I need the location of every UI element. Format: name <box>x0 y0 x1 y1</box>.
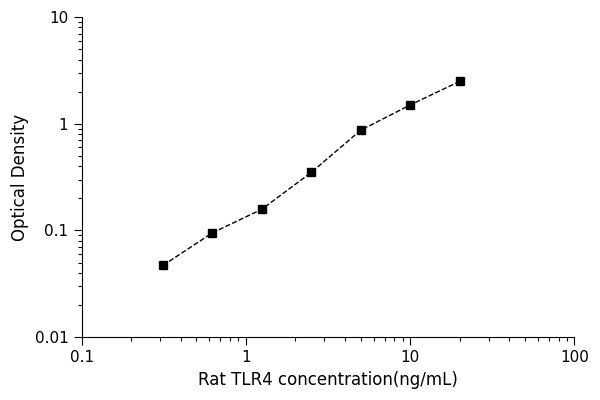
X-axis label: Rat TLR4 concentration(ng/mL): Rat TLR4 concentration(ng/mL) <box>198 371 458 389</box>
Y-axis label: Optical Density: Optical Density <box>11 114 29 241</box>
